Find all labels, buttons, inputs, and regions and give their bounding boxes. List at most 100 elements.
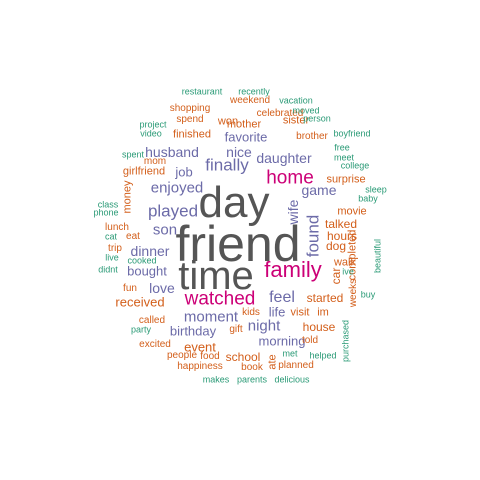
word-money: money xyxy=(121,180,134,214)
word-feel: feel xyxy=(269,289,295,306)
word-eat: eat xyxy=(126,231,140,242)
word-nice: nice xyxy=(226,144,252,160)
word-happiness: happiness xyxy=(177,361,223,372)
word-moved: moved xyxy=(292,105,320,116)
word-event: event xyxy=(184,339,216,355)
word-gift: gift xyxy=(229,324,243,335)
word-fun: fun xyxy=(123,283,137,294)
word-weekend: weekend xyxy=(229,95,271,106)
word-vacation: vacation xyxy=(279,95,313,106)
word-time: time xyxy=(178,254,254,298)
word-walk: walk xyxy=(333,256,357,269)
word-morning: morning xyxy=(258,333,306,349)
word-im: im xyxy=(317,306,329,319)
word-lunch: lunch xyxy=(105,222,129,233)
word-life: life xyxy=(268,304,286,320)
word-met: met xyxy=(282,348,298,359)
word-home: home xyxy=(266,167,314,189)
word-friend: friend xyxy=(175,216,301,272)
word-free: free xyxy=(334,142,350,153)
word-brother: brother xyxy=(296,131,328,142)
word-purchased: purchased xyxy=(340,319,351,363)
word-ate: ate xyxy=(266,354,279,370)
word-project: project xyxy=(139,119,167,130)
word-party: party xyxy=(130,324,152,335)
word-shopping: shopping xyxy=(169,103,211,114)
word-day: day xyxy=(198,178,270,227)
word-job: job xyxy=(175,164,193,180)
word-son: son xyxy=(152,221,178,239)
word-family: family xyxy=(264,257,322,282)
word-girlfriend: girlfriend xyxy=(122,165,166,178)
word-won: won xyxy=(217,115,239,128)
word-finally: finally xyxy=(205,155,249,175)
word-moment: moment xyxy=(183,308,239,326)
word-started: started xyxy=(306,291,344,305)
word-husband: husband xyxy=(145,144,199,160)
word-food: food xyxy=(200,351,220,362)
word-delicious: delicious xyxy=(274,374,310,385)
word-birthday: birthday xyxy=(169,323,217,339)
word-baby: baby xyxy=(358,193,378,204)
word-video: video xyxy=(140,128,162,139)
word-cat: cat xyxy=(104,231,118,242)
word-sleep: sleep xyxy=(365,184,387,195)
word-night: night xyxy=(247,317,281,335)
word-wife: wife xyxy=(285,199,301,225)
word-told: told xyxy=(301,335,319,346)
word-cooked: cooked xyxy=(127,255,157,266)
word-kids: kids xyxy=(242,307,260,318)
word-movie: movie xyxy=(337,205,367,218)
word-book: book xyxy=(241,362,263,373)
word-finished: finished xyxy=(173,128,211,141)
word-class: class xyxy=(97,199,119,210)
word-mother: mother xyxy=(226,118,262,131)
word-meet: meet xyxy=(333,152,355,163)
word-person: person xyxy=(303,113,331,124)
word-school: school xyxy=(225,350,261,364)
word-beautiful: beautiful xyxy=(372,238,383,274)
word-watched: watched xyxy=(184,288,256,310)
word-found: found xyxy=(303,214,323,258)
word-makes: makes xyxy=(202,374,230,385)
word-spent: spent xyxy=(121,149,145,160)
word-love: love xyxy=(149,280,175,296)
word-dinner: dinner xyxy=(130,243,170,259)
word-excited: excited xyxy=(139,339,171,350)
word-boyfriend: boyfriend xyxy=(333,128,371,139)
word-recently: recently xyxy=(238,86,270,97)
word-enjoyed: enjoyed xyxy=(150,179,204,197)
word-called: called xyxy=(138,315,166,326)
word-phone: phone xyxy=(93,207,119,218)
word-college: college xyxy=(340,160,370,171)
word-restaurant: restaurant xyxy=(181,86,223,97)
word-buy: buy xyxy=(360,289,376,300)
word-people: people xyxy=(166,350,198,361)
word-ive: ive xyxy=(342,266,354,277)
word-didnt: didnt xyxy=(98,264,118,275)
word-helped: helped xyxy=(309,350,337,361)
word-sister: sister xyxy=(282,114,310,127)
word-celebrated: celebrated xyxy=(256,108,304,119)
word-favorite: favorite xyxy=(224,129,268,145)
word-talked: talked xyxy=(324,217,358,231)
word-car: car xyxy=(329,267,343,285)
word-spend: spend xyxy=(176,114,204,125)
word-visit: visit xyxy=(290,306,310,319)
word-played: played xyxy=(147,201,199,221)
word-mom: mom xyxy=(143,156,167,167)
word-surprise: surprise xyxy=(326,173,366,186)
word-house: house xyxy=(302,320,336,334)
word-game: game xyxy=(301,182,337,198)
word-received: received xyxy=(115,294,165,310)
word-parents: parents xyxy=(236,374,268,385)
word-daughter: daughter xyxy=(256,150,312,166)
word-weeks: weeks xyxy=(348,278,359,308)
word-trip: trip xyxy=(108,243,122,254)
word-planned: planned xyxy=(278,360,314,371)
word-dog: dog xyxy=(325,239,347,253)
word-bought: bought xyxy=(127,263,167,279)
word-live: live xyxy=(105,252,119,263)
word-hours: hours xyxy=(326,229,358,243)
